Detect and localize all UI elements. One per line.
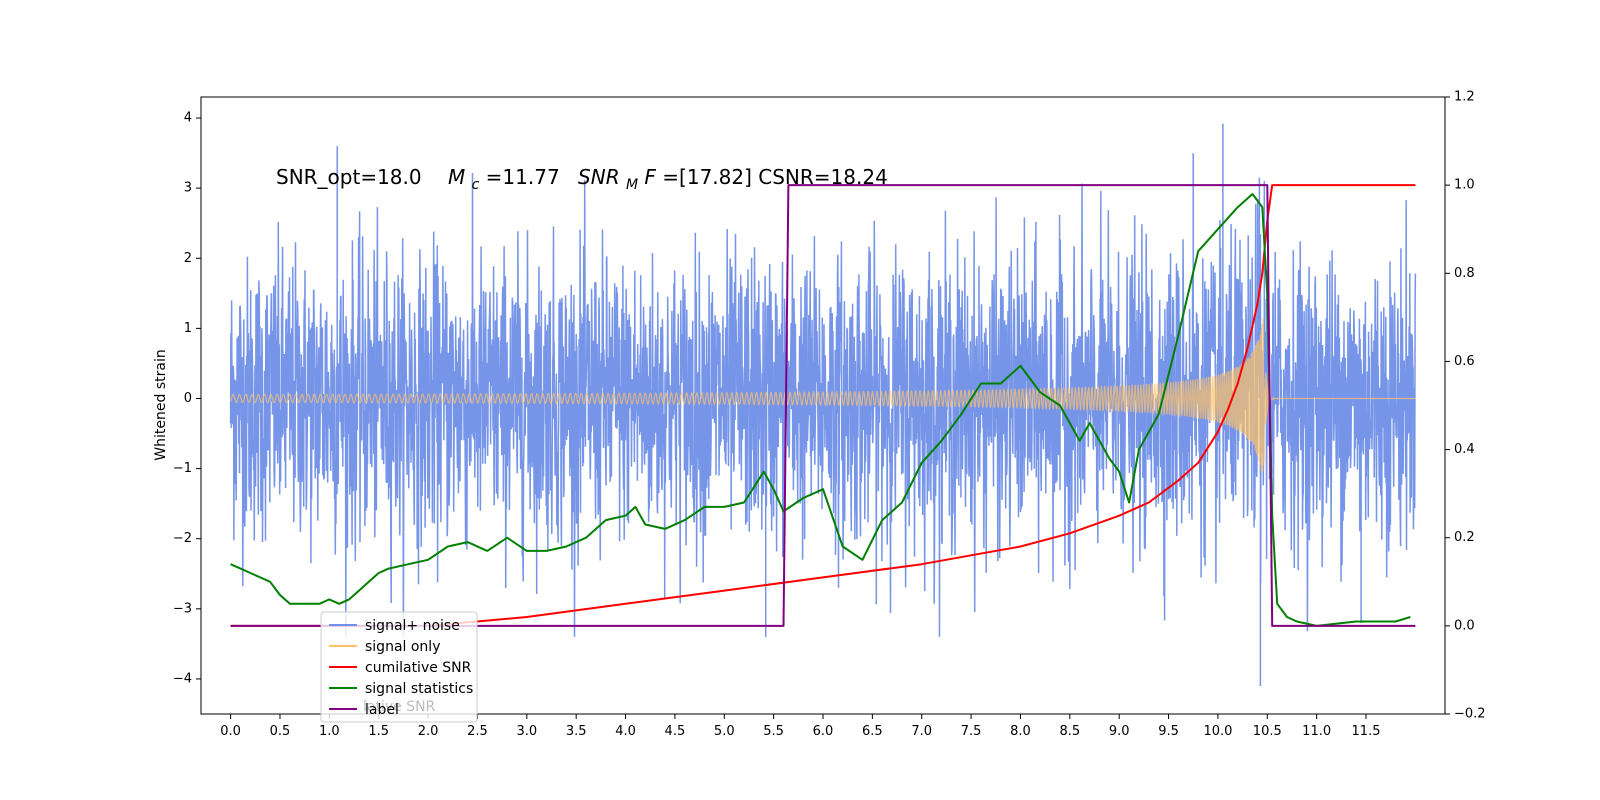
annotation-snr-f: F bbox=[644, 165, 656, 189]
x-tick-label: 2.5 bbox=[467, 724, 488, 739]
x-tick-label: 0.0 bbox=[220, 724, 241, 739]
y-tick-label: 3 bbox=[184, 181, 192, 196]
x-tick-label: 9.5 bbox=[1158, 724, 1179, 739]
series-cumulative-snr-line bbox=[230, 184, 1416, 627]
x-tick-label: 8.0 bbox=[1010, 724, 1031, 739]
y-tick-label: 2 bbox=[184, 251, 192, 266]
annotation-snr-value: =[17.82] CSNR=18.24 bbox=[662, 165, 888, 189]
y-tick-label: −4 bbox=[173, 671, 192, 686]
y-axis-title: Whitened strain bbox=[153, 349, 169, 460]
annotation-snr-symbol: SNR bbox=[578, 165, 620, 189]
y2-tick-label: 0.8 bbox=[1454, 266, 1475, 281]
x-tick-label: 5.5 bbox=[763, 724, 784, 739]
y2-tick-label: 1.0 bbox=[1454, 178, 1475, 193]
legend-overlapped-text: lative SNR bbox=[363, 699, 436, 715]
y2-tick-label: 0.4 bbox=[1454, 442, 1475, 457]
y-axis-right: 1.2 1.0 0.8 0.6 0.4 0.2 0.0 −0.2 bbox=[1445, 90, 1486, 722]
legend-label-signal-noise: signal+ noise bbox=[365, 618, 460, 634]
x-tick-label: 11.0 bbox=[1302, 724, 1331, 739]
x-tick-label: 10.0 bbox=[1203, 724, 1232, 739]
x-tick-label: 2.0 bbox=[418, 724, 439, 739]
x-tick-label: 7.0 bbox=[911, 724, 932, 739]
x-tick-label: 1.5 bbox=[368, 724, 389, 739]
annotation-snr-opt: SNR_opt=18.0 bbox=[276, 165, 422, 189]
x-axis: 0.0 0.5 1.0 1.5 2.0 2.5 3.0 3.5 4.0 4.5 5.0 5.5 6.0 6… bbox=[220, 714, 1380, 739]
annotation-mc-subscript: c bbox=[472, 177, 480, 193]
legend-label-signal-statistics: signal statistics bbox=[365, 681, 473, 697]
y-axis-left: 4 3 2 1 0 −1 −2 −3 −4 bbox=[173, 111, 201, 686]
series-signal-only-line bbox=[230, 317, 1416, 473]
x-tick-label: 6.0 bbox=[813, 724, 834, 739]
annotation-snr-subscript: M bbox=[626, 177, 638, 193]
annotation-mc-symbol: M bbox=[448, 165, 465, 189]
x-tick-label: 8.5 bbox=[1059, 724, 1080, 739]
annotation-mc-value: =11.77 bbox=[486, 165, 560, 189]
y-tick-label: 4 bbox=[184, 111, 192, 126]
legend-box bbox=[320, 611, 478, 723]
y-tick-label: −2 bbox=[173, 531, 192, 546]
legend-label-signal-only: signal only bbox=[365, 639, 440, 655]
x-tick-label: 5.0 bbox=[714, 724, 735, 739]
y-tick-label: −3 bbox=[173, 601, 192, 616]
y-tick-label: 1 bbox=[184, 321, 192, 336]
legend-label-cumulative-snr: cumilative SNR bbox=[365, 660, 472, 676]
series-signal-statistics-line bbox=[230, 193, 1411, 627]
x-tick-label: 1.0 bbox=[319, 724, 340, 739]
x-tick-label: 6.5 bbox=[862, 724, 883, 739]
y-tick-label: −1 bbox=[173, 461, 192, 476]
y2-tick-label: −0.2 bbox=[1454, 707, 1486, 722]
x-tick-label: 3.0 bbox=[516, 724, 537, 739]
x-tick-label: 0.5 bbox=[270, 724, 291, 739]
y2-tick-label: 0.2 bbox=[1454, 530, 1475, 545]
y2-tick-label: 0.6 bbox=[1454, 354, 1475, 369]
x-tick-label: 10.5 bbox=[1253, 724, 1282, 739]
x-tick-label: 3.5 bbox=[566, 724, 587, 739]
x-tick-label: 4.5 bbox=[665, 724, 686, 739]
x-tick-label: 9.0 bbox=[1109, 724, 1130, 739]
y2-tick-label: 1.2 bbox=[1454, 90, 1475, 105]
chart-annotation: SNR_opt=18.0 M c =11.77 SNR M F =[17.82]… bbox=[276, 165, 888, 194]
legend-label-label: label bbox=[365, 702, 399, 718]
series-label-line bbox=[230, 184, 1416, 627]
series-layer bbox=[229, 123, 1417, 686]
x-tick-label: 4.0 bbox=[615, 724, 636, 739]
y-tick-label: 0 bbox=[184, 391, 192, 406]
x-tick-label: 11.5 bbox=[1352, 724, 1381, 739]
y2-tick-label: 0.0 bbox=[1454, 618, 1475, 633]
x-tick-label: 7.5 bbox=[961, 724, 982, 739]
legend: lative SNR signal+ noise signal only cum… bbox=[320, 611, 478, 723]
